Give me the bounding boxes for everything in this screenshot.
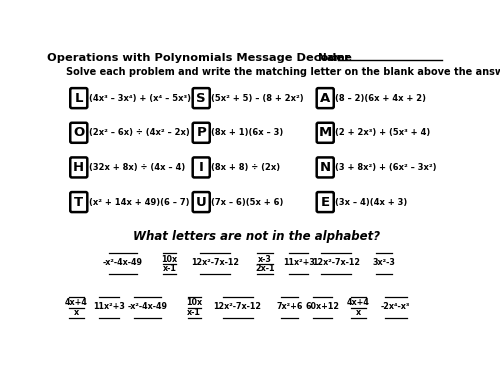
Text: 7x²+6: 7x²+6 [276, 302, 303, 310]
Text: (2 + 2x³) + (5x³ + 4): (2 + 2x³) + (5x³ + 4) [336, 128, 430, 137]
Text: Name: Name [318, 53, 352, 63]
Text: N: N [320, 161, 331, 174]
Text: (8 – 2)(6x + 4x + 2): (8 – 2)(6x + 4x + 2) [336, 94, 426, 103]
FancyBboxPatch shape [70, 158, 87, 177]
FancyBboxPatch shape [192, 192, 210, 212]
Text: -x²-4x-49: -x²-4x-49 [128, 302, 168, 310]
Text: 10x: 10x [162, 255, 178, 264]
FancyBboxPatch shape [192, 88, 210, 108]
FancyBboxPatch shape [316, 158, 334, 177]
Text: 3x²-3: 3x²-3 [372, 258, 396, 267]
Text: 60x+12: 60x+12 [305, 302, 339, 310]
Text: 10x: 10x [186, 298, 202, 307]
Text: (4x³ – 3x⁴) + (x⁴ – 5x³): (4x³ – 3x⁴) + (x⁴ – 5x³) [89, 94, 191, 103]
Text: -2x⁴-x³: -2x⁴-x³ [381, 302, 410, 310]
Text: T: T [74, 196, 84, 208]
Text: L: L [74, 92, 83, 105]
Text: A: A [320, 92, 330, 105]
Text: -x²-4x-49: -x²-4x-49 [103, 258, 143, 267]
Text: What letters are not in the alphabet?: What letters are not in the alphabet? [132, 230, 380, 243]
FancyBboxPatch shape [316, 192, 334, 212]
Text: M: M [318, 126, 332, 139]
Text: Operations with Polynomials Message Decoder: Operations with Polynomials Message Deco… [46, 53, 350, 63]
Text: (8x + 8) ÷ (2x): (8x + 8) ÷ (2x) [212, 163, 280, 172]
Text: (2x² – 6x) ÷ (4x² – 2x): (2x² – 6x) ÷ (4x² – 2x) [89, 128, 190, 137]
Text: 11x²+3: 11x²+3 [283, 258, 315, 267]
Text: x-1: x-1 [188, 308, 201, 317]
Text: (3 + 8x²) + (6x² – 3x²): (3 + 8x²) + (6x² – 3x²) [336, 163, 437, 172]
Text: 12x²-7x-12: 12x²-7x-12 [214, 302, 262, 310]
FancyBboxPatch shape [192, 158, 210, 177]
Text: 12x²-7x-12: 12x²-7x-12 [312, 258, 360, 267]
Text: (8x + 1)(6x – 3): (8x + 1)(6x – 3) [212, 128, 284, 137]
Text: x: x [356, 308, 361, 317]
FancyBboxPatch shape [70, 88, 87, 108]
Text: (5x² + 5) – (8 + 2x²): (5x² + 5) – (8 + 2x²) [212, 94, 304, 103]
FancyBboxPatch shape [316, 88, 334, 108]
FancyBboxPatch shape [192, 123, 210, 143]
FancyBboxPatch shape [70, 123, 87, 143]
Text: x-1: x-1 [162, 264, 176, 273]
Text: 4x+4: 4x+4 [347, 298, 370, 307]
Text: 4x+4: 4x+4 [65, 298, 88, 307]
Text: U: U [196, 196, 206, 208]
Text: (3x – 4)(4x + 3): (3x – 4)(4x + 3) [336, 198, 407, 207]
Text: x: x [74, 308, 79, 317]
Text: Solve each problem and write the matching letter on the blank above the answer.: Solve each problem and write the matchin… [66, 66, 500, 76]
Text: 12x²-7x-12: 12x²-7x-12 [191, 258, 239, 267]
Text: I: I [199, 161, 203, 174]
FancyBboxPatch shape [70, 192, 87, 212]
Text: S: S [196, 92, 206, 105]
Text: O: O [73, 126, 85, 139]
Text: (32x + 8x) ÷ (4x – 4): (32x + 8x) ÷ (4x – 4) [89, 163, 185, 172]
Text: x-3: x-3 [258, 255, 272, 264]
Text: E: E [320, 196, 330, 208]
Text: (x² + 14x + 49)(6 – 7): (x² + 14x + 49)(6 – 7) [89, 198, 190, 207]
Text: (7x – 6)(5x + 6): (7x – 6)(5x + 6) [212, 198, 284, 207]
Text: P: P [196, 126, 206, 139]
FancyBboxPatch shape [316, 123, 334, 143]
Text: H: H [73, 161, 85, 174]
Text: 2x-1: 2x-1 [255, 264, 274, 273]
Text: 11x²+3: 11x²+3 [93, 302, 125, 310]
